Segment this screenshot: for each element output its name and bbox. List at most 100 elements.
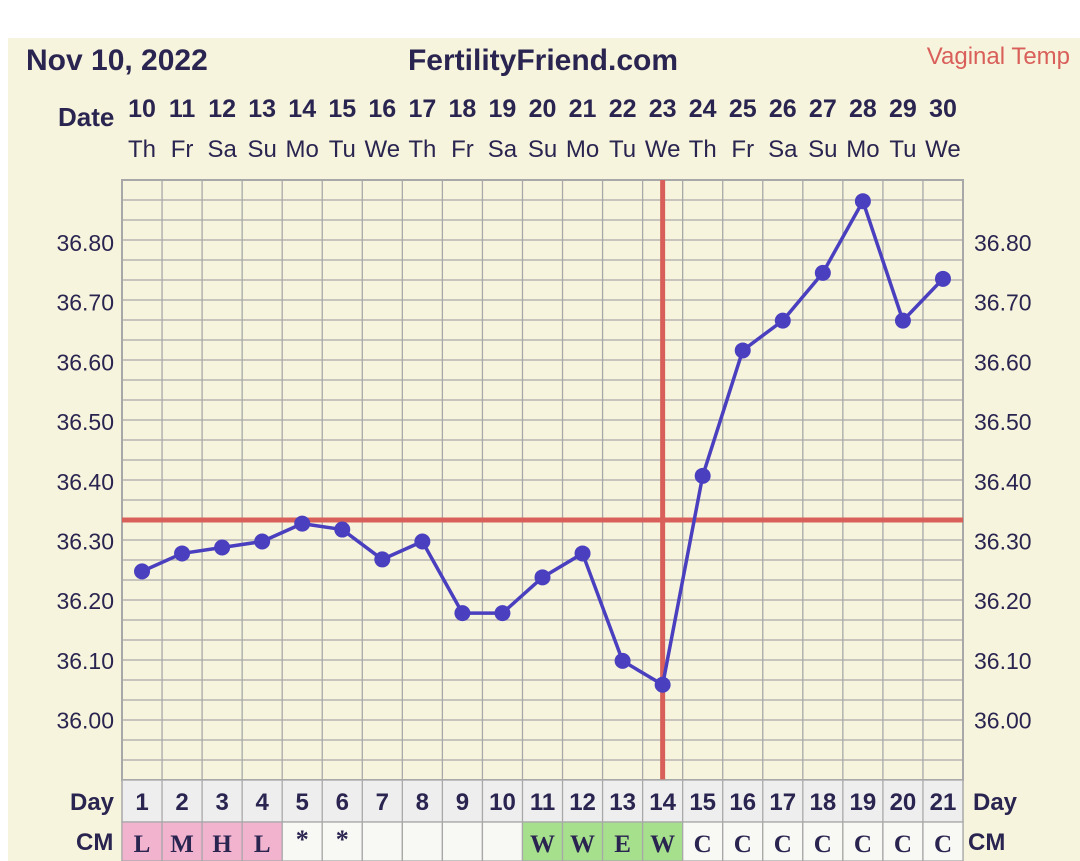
cm-value: E — [614, 831, 631, 858]
y-tick-label-right: 36.00 — [974, 708, 1032, 734]
cm-value: W — [530, 831, 555, 858]
temperature-point — [854, 193, 871, 210]
weekday-row: Th Fr Sa Su Mo Tu We Th Fr Sa Su Mo Tu We Th Fr Sa Su Mo Tu… — [128, 136, 961, 163]
cm-cell — [922, 821, 964, 861]
cm-cell — [802, 821, 844, 861]
temperature-point — [654, 676, 671, 693]
temperature-point — [294, 515, 311, 532]
date-tick-label: 27 — [809, 95, 837, 123]
date-tick-label: 25 — [729, 95, 757, 123]
cm-cell — [641, 821, 684, 861]
y-tick-label-left: 36.30 — [56, 529, 114, 555]
cycle-day-label: 15 — [689, 789, 716, 816]
chart-header: Nov 10, 2022 FertilityFriend.com Vaginal… — [26, 43, 1070, 132]
grid — [121, 179, 964, 781]
cm-value: L — [134, 831, 151, 858]
date-tick-label: 19 — [489, 95, 517, 123]
weekday-tick-label: Sa — [488, 136, 518, 163]
cm-cell — [882, 821, 924, 861]
y-tick-label-right: 36.50 — [974, 409, 1032, 435]
cm-cell — [161, 821, 203, 861]
weekday-tick-label: Fr — [171, 136, 194, 163]
weekday-tick-label: Su — [808, 136, 837, 163]
weekday-tick-label: Th — [689, 136, 717, 163]
y-tick-label-right: 36.10 — [974, 648, 1032, 674]
cycle-day-label: 17 — [769, 789, 796, 816]
temperature-point — [734, 342, 751, 359]
temperature-point — [414, 533, 431, 550]
weekday-tick-label: Mo — [846, 136, 879, 163]
cycle-day-label: 1 — [135, 789, 148, 816]
y-tick-label-left: 36.70 — [56, 290, 114, 316]
y-tick-label-right: 36.80 — [974, 230, 1032, 256]
weekday-tick-label: We — [365, 136, 401, 163]
y-axis-left: 36.00 36.10 36.20 36.30 36.40 36.50 36.60 36.70… — [56, 230, 114, 734]
day-row-background — [121, 779, 964, 823]
cm-row-label-left: CM — [76, 829, 113, 856]
temperature-point — [814, 264, 831, 281]
weekday-tick-label: Mo — [566, 136, 599, 163]
weekday-tick-label: Th — [408, 136, 436, 163]
cm-cell — [281, 821, 323, 861]
date-tick-label: 11 — [169, 95, 196, 123]
weekday-tick-label: Mo — [286, 136, 319, 163]
y-tick-label-right: 36.20 — [974, 588, 1032, 614]
cycle-day-label: 5 — [296, 789, 309, 816]
cycle-day-label: 12 — [569, 789, 596, 816]
cycle-day-label: 20 — [890, 789, 917, 816]
y-tick-label-right: 36.30 — [974, 529, 1032, 555]
temperature-point — [934, 270, 951, 287]
cm-value: C — [854, 831, 872, 858]
cm-cell — [201, 821, 243, 861]
cm-value: C — [894, 831, 912, 858]
cm-cell — [481, 821, 524, 861]
weekday-tick-label: Sa — [207, 136, 237, 163]
temperature-point — [134, 563, 151, 580]
temperature-point — [174, 545, 191, 562]
y-tick-label-left: 36.50 — [56, 409, 114, 435]
cm-cell — [361, 821, 403, 861]
weekday-tick-label: Tu — [609, 136, 636, 163]
cycle-day-label: 6 — [336, 789, 349, 816]
cm-cell — [241, 821, 283, 861]
weekday-tick-label: Su — [528, 136, 557, 163]
cervical-mucus-row: L M H L * * W W E W C C C C C C CCM CM — [76, 821, 1005, 861]
date-tick-label: 23 — [649, 95, 677, 123]
weekday-tick-label: Tu — [329, 136, 356, 163]
temperature-point — [694, 467, 711, 484]
cycle-day-label: 16 — [729, 789, 756, 816]
temperature-point — [334, 521, 351, 538]
day-row-label-left: Day — [70, 789, 115, 816]
weekday-tick-label: Su — [247, 136, 276, 163]
cycle-day-label: 9 — [456, 789, 469, 816]
y-tick-label-left: 36.10 — [56, 648, 114, 674]
y-tick-label-left: 36.20 — [56, 588, 114, 614]
temperature-point — [454, 605, 471, 622]
date-tick-label: 22 — [609, 95, 637, 123]
weekday-tick-label: Sa — [768, 136, 798, 163]
weekday-tick-label: Tu — [889, 136, 916, 163]
temperature-point — [494, 605, 511, 622]
day-row-label-right: Day — [973, 789, 1018, 816]
weekday-tick-label: We — [925, 136, 961, 163]
date-tick-label: 26 — [769, 95, 797, 123]
cycle-day-label: 7 — [376, 789, 389, 816]
date-row-label: Date — [58, 102, 114, 132]
cm-value: C — [694, 831, 712, 858]
y-axis-right: 36.00 36.10 36.20 36.30 36.40 36.50 36.60 36.70… — [974, 230, 1032, 734]
weekday-tick-label: Th — [128, 136, 156, 163]
cm-cell — [762, 821, 804, 861]
temperature-point — [614, 652, 631, 669]
cm-value: * — [336, 825, 349, 854]
y-tick-label-left: 36.40 — [56, 469, 114, 495]
weekday-tick-label: Fr — [451, 136, 474, 163]
cm-value: W — [650, 831, 675, 858]
cm-row-label-right: CM — [968, 829, 1005, 856]
cm-cell — [321, 821, 363, 861]
cycle-day-label: 4 — [255, 789, 269, 816]
date-tick-label: 20 — [529, 95, 557, 123]
cm-value: C — [814, 831, 832, 858]
date-tick-label: 12 — [208, 95, 236, 123]
cycle-day-label: 2 — [175, 789, 188, 816]
